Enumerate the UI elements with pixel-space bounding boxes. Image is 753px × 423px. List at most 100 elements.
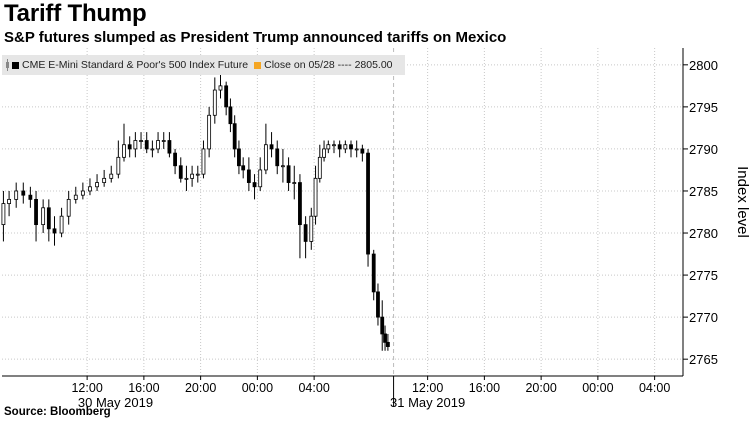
candle-body xyxy=(258,169,263,188)
date-label: 30 May 2019 xyxy=(78,395,153,410)
candle-body xyxy=(207,114,212,150)
candle-body xyxy=(178,165,183,179)
tick-labels: 2765 2770 2775 2780 2785 2790 2795 2800 12:00 16:… xyxy=(71,58,751,410)
x-tick-label: 16:00 xyxy=(128,381,159,395)
candlestick-series xyxy=(1,73,390,351)
gridlines xyxy=(2,48,683,376)
x-tick-label: 00:00 xyxy=(242,381,273,395)
x-tick-label: 04:00 xyxy=(298,381,329,395)
candle-body xyxy=(218,85,223,91)
candle-body xyxy=(161,140,166,142)
legend: CME E-Mini Standard & Poor's 500 Index F… xyxy=(2,55,405,75)
legend-series-label: CME E-Mini Standard & Poor's 500 Index F… xyxy=(22,59,249,71)
legend-item-series: CME E-Mini Standard & Poor's 500 Index F… xyxy=(6,59,248,71)
x-tick-label: 04:00 xyxy=(639,381,670,395)
candle-body xyxy=(360,148,365,154)
candle-body xyxy=(7,198,11,204)
close-swatch-icon xyxy=(254,61,262,69)
source-note: Source: Bloomberg xyxy=(4,406,111,418)
candle-body xyxy=(275,148,280,167)
y-tick-label: 2765 xyxy=(689,352,718,367)
date-label: 31 May 2019 xyxy=(390,395,465,410)
candle-body xyxy=(156,140,160,150)
candle-body xyxy=(246,169,251,183)
candle-body xyxy=(343,144,348,150)
candle-body xyxy=(73,194,78,200)
candle-body xyxy=(309,215,314,242)
candle-body xyxy=(322,148,326,158)
candle-body xyxy=(21,190,26,196)
candle-body xyxy=(190,173,195,179)
candle-body xyxy=(122,144,126,158)
candle-body xyxy=(232,123,237,150)
y-tick-label: 2775 xyxy=(689,268,718,283)
candle-body xyxy=(313,177,318,217)
candle-body xyxy=(269,144,274,150)
candle-body xyxy=(34,198,38,226)
candle-body xyxy=(167,140,172,154)
candle-body xyxy=(95,182,99,188)
y-tick-label: 2785 xyxy=(689,184,718,199)
candle-body xyxy=(133,140,138,150)
candle-body xyxy=(366,152,370,255)
candle-body xyxy=(184,177,189,180)
candle-body xyxy=(173,152,177,167)
candle-body xyxy=(201,148,206,175)
legend-close-label: Close on 05/28 ---- 2805.00 xyxy=(264,59,393,71)
candle-body xyxy=(41,207,46,226)
candle-body xyxy=(66,198,71,217)
candle-body xyxy=(52,228,57,234)
candle-body xyxy=(354,148,359,151)
candle-body xyxy=(286,165,291,183)
candle-body xyxy=(281,165,285,168)
y-tick-label: 2770 xyxy=(689,310,718,325)
candle-body xyxy=(349,144,353,150)
axes xyxy=(2,48,688,406)
candle-body xyxy=(144,140,149,150)
candle-body xyxy=(332,144,336,147)
candle-body xyxy=(383,333,387,343)
x-tick-label: 20:00 xyxy=(185,381,216,395)
candle-body xyxy=(59,215,64,234)
x-tick-label: 12:00 xyxy=(71,381,102,395)
candle-body xyxy=(385,341,390,347)
candle-body xyxy=(263,144,268,171)
candle-body xyxy=(212,89,217,116)
candle-body xyxy=(195,173,200,176)
y-axis-title: Index level xyxy=(734,166,751,238)
x-tick-label: 20:00 xyxy=(525,381,556,395)
candle-body xyxy=(109,173,114,179)
y-tick-label: 2800 xyxy=(689,58,718,73)
candle-body xyxy=(241,165,246,171)
candle-body xyxy=(252,182,257,188)
candle-body xyxy=(127,144,132,150)
chart-subtitle: S&P futures slumped as President Trump a… xyxy=(4,29,507,46)
candle-body xyxy=(303,224,308,242)
x-tick-label: 00:00 xyxy=(582,381,613,395)
candle-body xyxy=(237,148,241,167)
candle-body xyxy=(298,182,302,226)
candle-body xyxy=(46,207,51,230)
candle-body xyxy=(28,194,33,200)
x-tick-label: 12:00 xyxy=(412,381,443,395)
x-tick-label: 16:00 xyxy=(469,381,500,395)
candle-body xyxy=(292,182,297,184)
candle-body xyxy=(228,106,233,125)
candle-body xyxy=(80,190,85,196)
candle-legend-icon xyxy=(6,59,9,71)
candle-body xyxy=(376,291,380,318)
y-tick-label: 2790 xyxy=(689,142,718,157)
candle-body xyxy=(1,203,6,226)
candle-body xyxy=(139,140,143,142)
candle-body xyxy=(337,144,342,150)
candle-body xyxy=(380,316,385,335)
candle-body xyxy=(224,85,229,108)
candle-body xyxy=(102,177,107,183)
legend-item-close: Close on 05/28 ---- 2805.00 xyxy=(254,59,393,71)
y-tick-label: 2795 xyxy=(689,100,718,115)
candle-body xyxy=(326,144,331,150)
candle-body xyxy=(371,253,376,293)
chart-title: Tariff Thump xyxy=(4,0,147,27)
candle-body xyxy=(150,148,155,151)
